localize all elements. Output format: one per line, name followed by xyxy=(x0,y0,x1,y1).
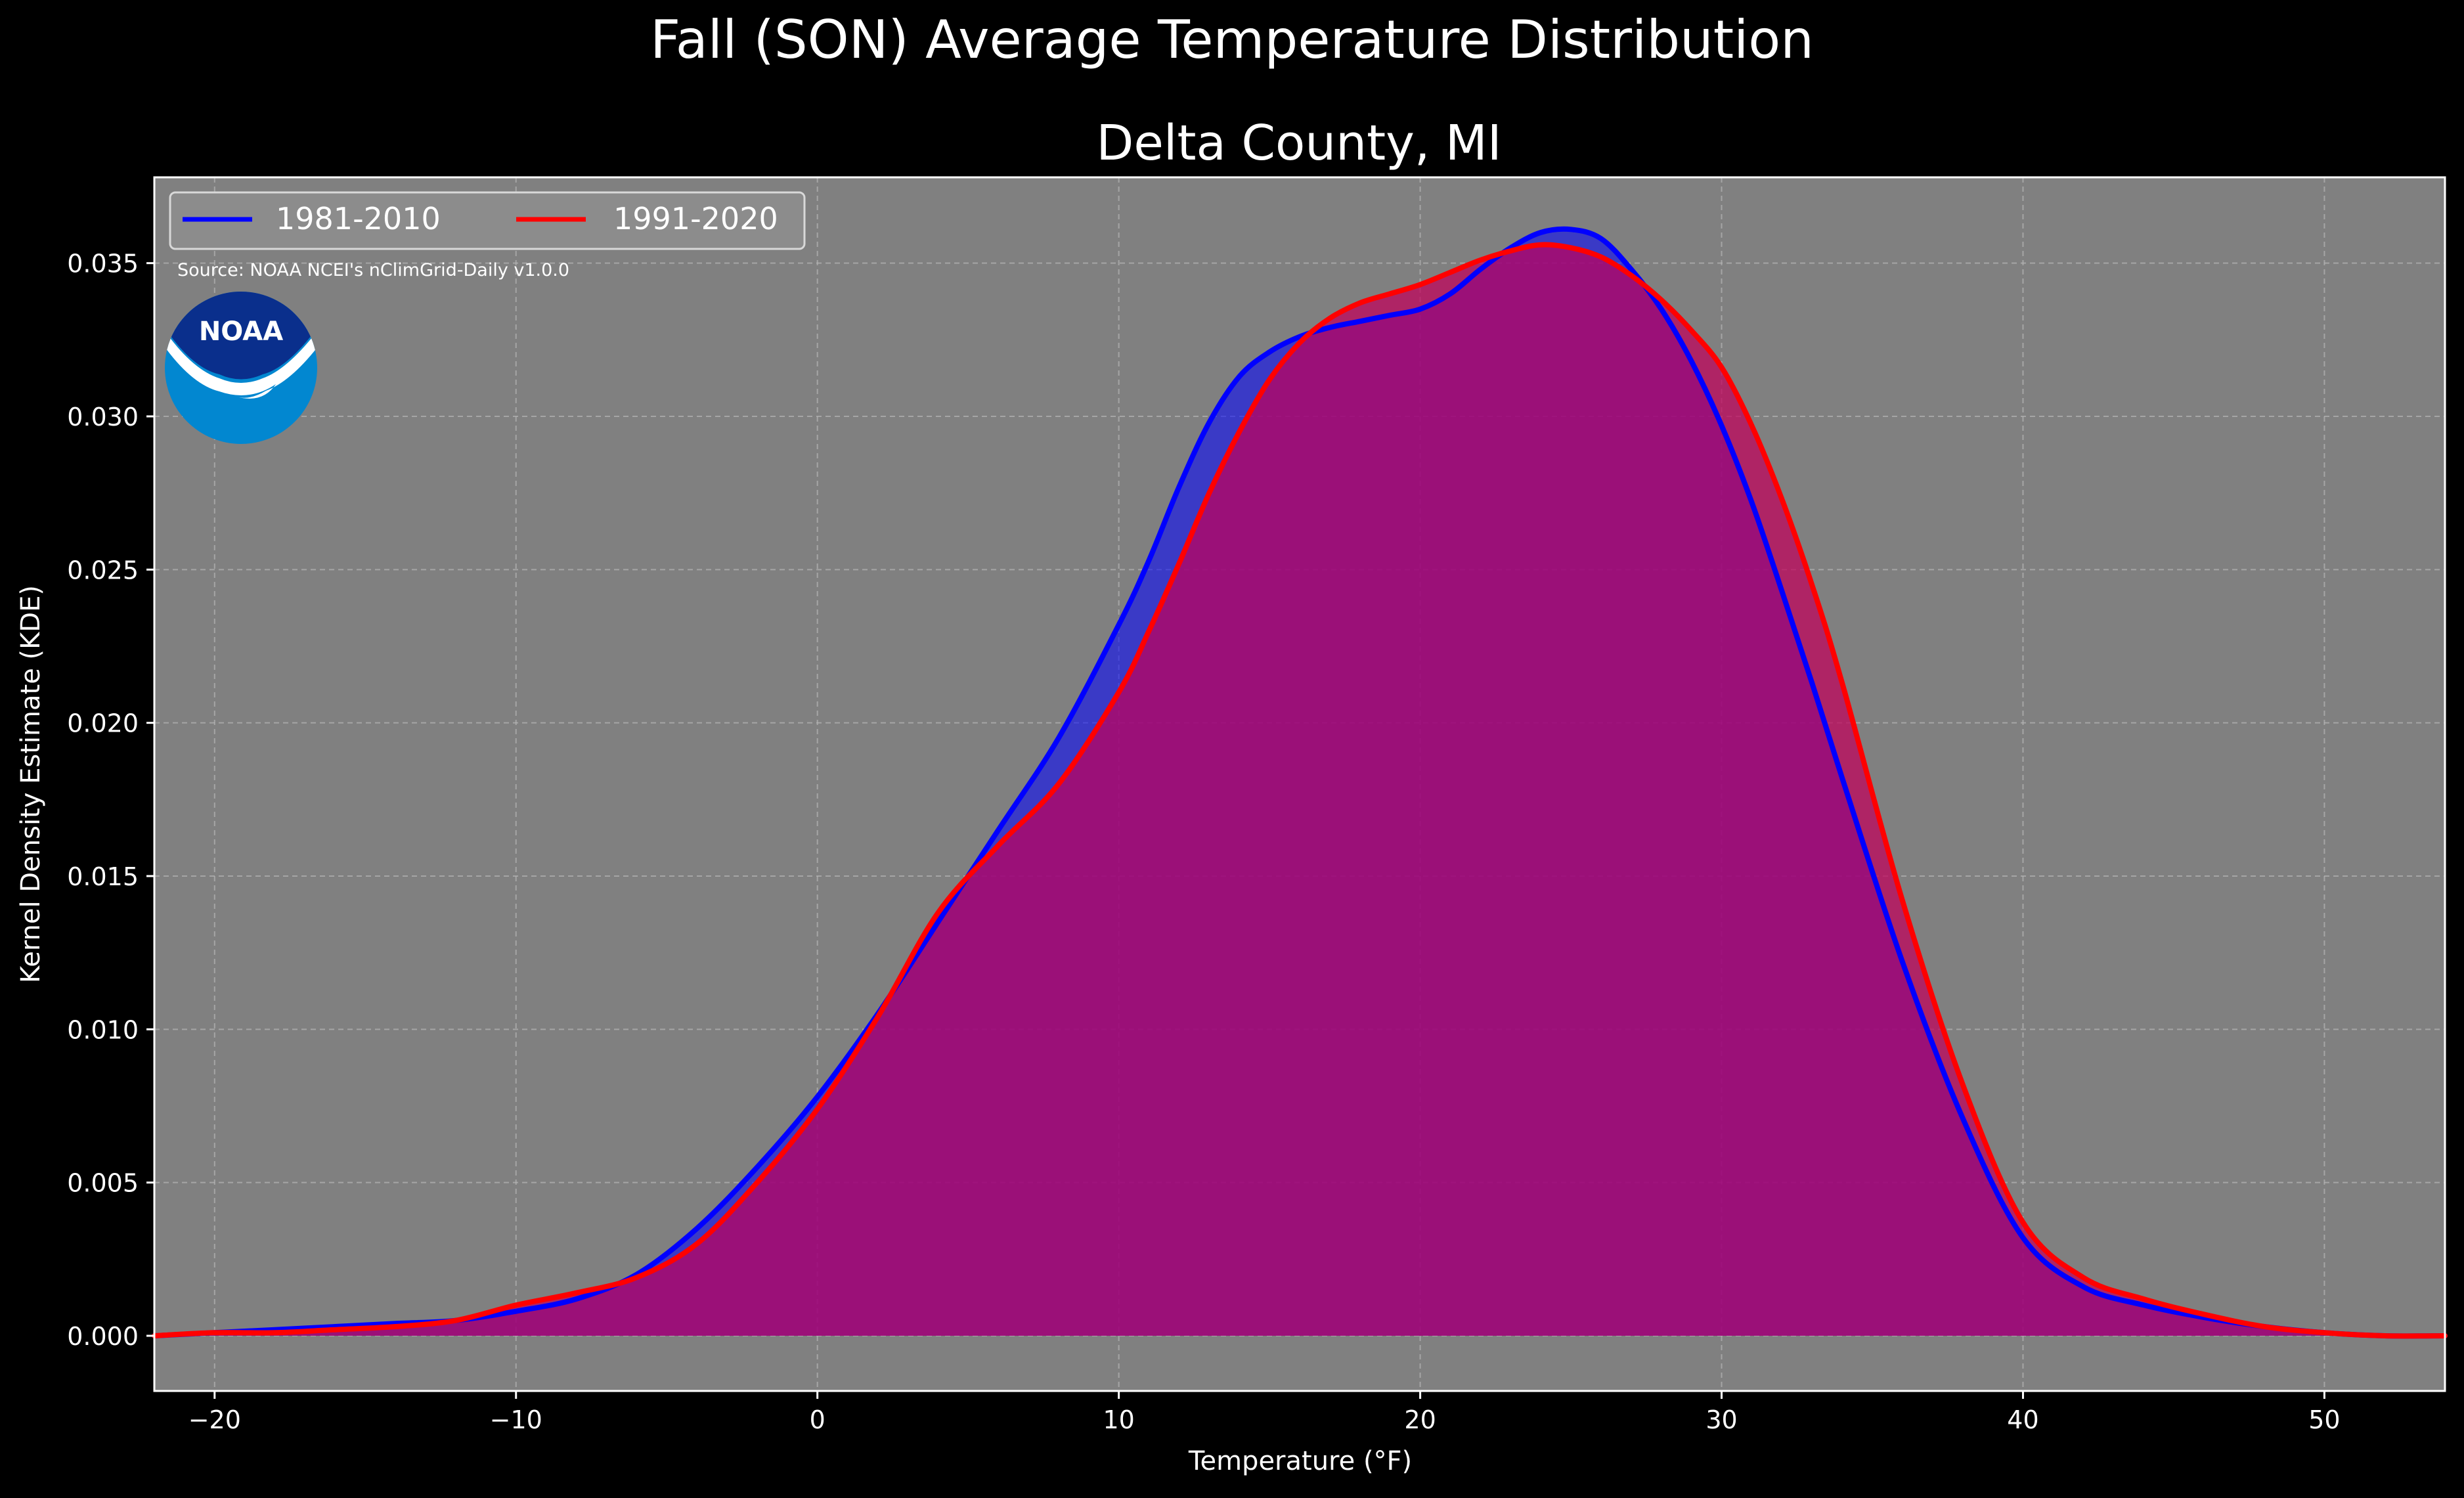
x-tick-label: 50 xyxy=(2308,1405,2340,1434)
source-annotation: Source: NOAA NCEI's nClimGrid-Daily v1.0… xyxy=(177,260,569,280)
y-tick-label: 0.035 xyxy=(67,250,139,278)
legend: 1981-2010 1991-2020 xyxy=(169,191,806,250)
x-tick-label: 20 xyxy=(1404,1405,1436,1434)
noaa-logo-text: NOAA xyxy=(199,317,283,347)
y-tick-label: 0.010 xyxy=(67,1015,139,1044)
y-tick-label: 0.030 xyxy=(67,403,139,431)
x-axis-label: Temperature (°F) xyxy=(1188,1446,1412,1476)
x-tick-label: −10 xyxy=(490,1405,542,1434)
y-tick-label: 0.020 xyxy=(67,709,139,738)
noaa-logo-upper xyxy=(165,292,317,380)
plot-frame xyxy=(153,176,2446,1392)
area-fill-1991-2020 xyxy=(154,244,2445,1336)
legend-label-1991-2020: 1991-2020 xyxy=(613,201,778,236)
series-line-1981-2010 xyxy=(152,226,2448,1339)
area-fill-layer xyxy=(154,229,2445,1336)
y-tick-label: 0.025 xyxy=(67,556,139,584)
x-tick-label: −20 xyxy=(188,1405,241,1434)
x-tick-label: 0 xyxy=(810,1405,825,1434)
chart-subtitle: Delta County, MI xyxy=(1096,115,1501,171)
series-line-layer xyxy=(152,226,2448,1339)
chart-title: Fall (SON) Average Temperature Distribut… xyxy=(650,9,1814,70)
y-tick-label: 0.015 xyxy=(67,862,139,891)
x-tick-label: 30 xyxy=(1705,1405,1737,1434)
x-tick-label: 10 xyxy=(1103,1405,1134,1434)
x-axis-ticks: −20 −10 0 10 20 30 40 50 xyxy=(188,1391,2341,1434)
noaa-logo-wave xyxy=(165,325,317,399)
legend-label-1981-2010: 1981-2010 xyxy=(276,201,441,236)
legend-box xyxy=(169,191,806,250)
x-tick-label: 40 xyxy=(2007,1405,2038,1434)
y-axis-label: Kernel Density Estimate (KDE) xyxy=(16,585,46,983)
noaa-logo: NOAA xyxy=(165,292,317,444)
y-tick-label: 0.005 xyxy=(67,1169,139,1198)
y-axis-ticks: 0.000 0.005 0.010 0.015 0.020 0.025 0.030 0.035 xyxy=(67,250,154,1351)
series-line-1991-2020 xyxy=(152,242,2448,1339)
y-tick-label: 0.000 xyxy=(67,1322,139,1351)
